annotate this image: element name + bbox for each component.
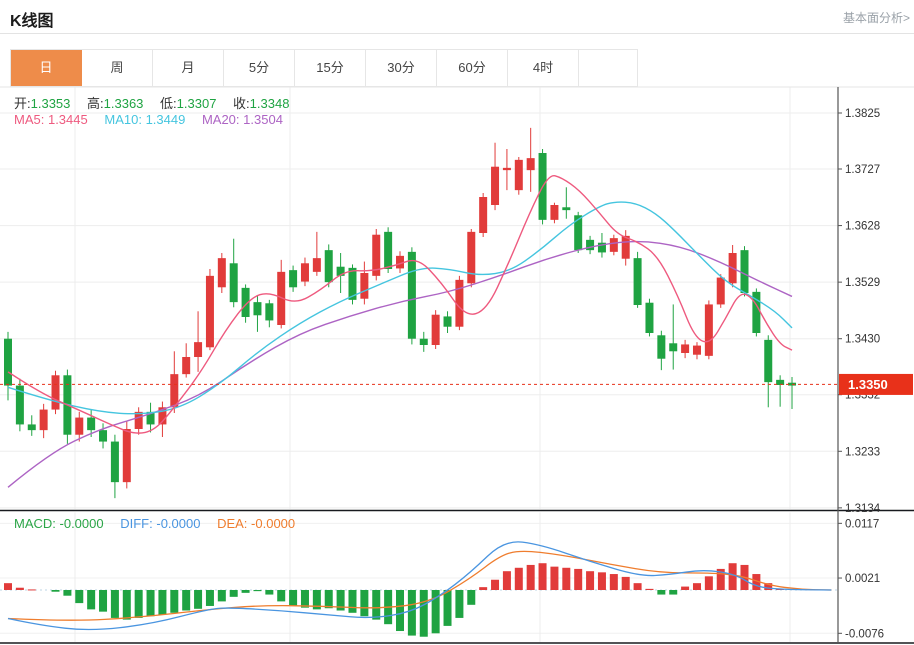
ma5-label: MA5: bbox=[14, 112, 45, 127]
dea-value: -0.0000 bbox=[251, 516, 296, 531]
open-value: 1.3353 bbox=[30, 96, 71, 111]
title-divider bbox=[0, 33, 914, 34]
high-label: 高: bbox=[87, 96, 104, 111]
tab-month[interactable]: 月 bbox=[153, 50, 224, 86]
macd-lines bbox=[7, 541, 832, 631]
tab-week[interactable]: 周 bbox=[82, 50, 153, 86]
svg-text:-0.0076: -0.0076 bbox=[845, 628, 884, 640]
macd-value: -0.0000 bbox=[59, 516, 104, 531]
svg-text:1.3727: 1.3727 bbox=[845, 164, 880, 176]
tab-4hour[interactable]: 4时 bbox=[508, 50, 579, 86]
diff-value: -0.0000 bbox=[156, 516, 201, 531]
candlesticks bbox=[4, 127, 797, 499]
tab-15min[interactable]: 15分 bbox=[295, 50, 366, 86]
open-label: 开: bbox=[14, 96, 31, 111]
ma-lines bbox=[7, 175, 793, 488]
ma-legend: MA5: 1.3445 MA10: 1.3449 MA20: 1.3504 bbox=[14, 112, 296, 127]
high-value: 1.3363 bbox=[103, 96, 144, 111]
macd-legend: MACD: -0.0000 DIFF: -0.0000 DEA: -0.0000 bbox=[14, 516, 308, 531]
dea-label: DEA: bbox=[217, 516, 248, 531]
ma5-value: 1.3445 bbox=[47, 112, 88, 127]
last-price-badge: 1.3350 bbox=[839, 373, 913, 395]
fundamental-analysis-link[interactable]: 基本面分析> bbox=[842, 11, 910, 25]
tab-60min[interactable]: 60分 bbox=[437, 50, 508, 86]
pane-borders bbox=[0, 86, 914, 644]
svg-text:1.3134: 1.3134 bbox=[845, 503, 881, 515]
period-tabbar: 日 周 月 5分 15分 30分 60分 4时 bbox=[10, 49, 638, 87]
ma10-value: 1.3449 bbox=[145, 112, 186, 127]
macd-histogram bbox=[0, 563, 838, 637]
low-label: 低: bbox=[160, 96, 177, 111]
svg-text:0.0021: 0.0021 bbox=[845, 573, 880, 585]
svg-text:1.3825: 1.3825 bbox=[845, 108, 880, 120]
tab-day[interactable]: 日 bbox=[11, 50, 82, 86]
tab-30min[interactable]: 30分 bbox=[366, 50, 437, 86]
svg-text:1.3233: 1.3233 bbox=[845, 446, 880, 458]
ma20-value: 1.3504 bbox=[243, 112, 283, 127]
ma20-label: MA20: bbox=[201, 112, 240, 127]
ohlc-legend: 开:1.3353 高:1.3363 低:1.3307 收:1.3348 bbox=[14, 93, 302, 112]
macd-label: MACD: bbox=[14, 516, 56, 531]
close-value: 1.3348 bbox=[249, 96, 290, 111]
svg-text:1.3430: 1.3430 bbox=[845, 334, 880, 346]
ma10-label: MA10: bbox=[104, 112, 142, 127]
diff-label: DIFF: bbox=[120, 516, 153, 531]
low-value: 1.3307 bbox=[176, 96, 217, 111]
svg-text:0.0117: 0.0117 bbox=[845, 518, 879, 530]
svg-text:1.3628: 1.3628 bbox=[845, 221, 880, 233]
tabbar-filler bbox=[579, 50, 638, 86]
page-title: K线图 bbox=[10, 13, 54, 30]
close-label: 收: bbox=[233, 96, 250, 111]
svg-text:1.3529: 1.3529 bbox=[845, 277, 880, 289]
svg-text:1.3350: 1.3350 bbox=[848, 377, 888, 392]
grid-lines bbox=[0, 87, 838, 642]
tab-5min[interactable]: 5分 bbox=[224, 50, 295, 86]
axis-labels: 1.38251.37271.36281.35291.34301.33321.32… bbox=[838, 108, 884, 640]
